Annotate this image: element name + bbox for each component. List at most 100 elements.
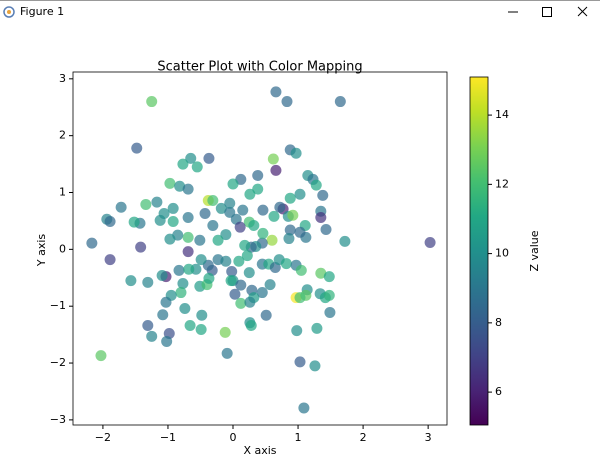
colorbar-label: Z value — [528, 230, 541, 271]
point — [264, 279, 276, 291]
point — [234, 221, 246, 233]
point — [160, 296, 172, 308]
point — [156, 270, 168, 282]
point — [173, 264, 185, 276]
point — [125, 275, 137, 287]
point — [294, 356, 306, 368]
point — [284, 224, 296, 236]
point — [146, 96, 158, 108]
x-tick-label: 2 — [360, 431, 367, 444]
point — [252, 183, 264, 195]
point — [257, 204, 269, 216]
point — [270, 86, 282, 98]
y-axis-label: Y axis — [35, 234, 48, 268]
point — [268, 210, 280, 222]
point — [315, 212, 327, 224]
point — [284, 192, 296, 204]
point — [266, 234, 278, 246]
point — [294, 226, 306, 238]
x-tick-label: −1 — [160, 431, 176, 444]
point — [182, 183, 194, 195]
point — [146, 330, 158, 342]
point — [298, 402, 310, 414]
point — [245, 320, 257, 332]
point — [179, 302, 191, 314]
point — [95, 350, 107, 362]
x-tick-label: −2 — [95, 431, 111, 444]
window-title: Figure 1 — [20, 5, 64, 18]
point — [167, 202, 179, 214]
point — [248, 219, 260, 231]
point — [287, 209, 299, 221]
point — [235, 297, 247, 309]
point — [215, 202, 227, 214]
point — [294, 188, 306, 200]
colorbar — [469, 76, 489, 426]
point — [182, 212, 194, 224]
point — [195, 324, 207, 336]
point — [182, 246, 194, 258]
point — [104, 254, 116, 266]
x-tick-label: 0 — [230, 431, 237, 444]
point — [135, 241, 147, 253]
y-tick-label: 3 — [59, 72, 66, 85]
chart-title: Scatter Plot with Color Mapping — [157, 60, 362, 75]
y-tick-label: −2 — [50, 356, 66, 369]
point — [334, 96, 346, 108]
point — [167, 215, 179, 227]
y-tick-label: −1 — [50, 299, 66, 312]
point — [225, 275, 237, 287]
point — [270, 164, 282, 176]
close-button[interactable] — [577, 6, 588, 17]
point — [142, 276, 154, 288]
point — [207, 194, 219, 206]
x-tick-label: 1 — [295, 431, 302, 444]
point — [177, 158, 189, 170]
point — [311, 322, 323, 334]
point — [203, 272, 215, 284]
point — [237, 204, 249, 216]
point — [317, 189, 329, 201]
point — [219, 326, 231, 338]
point — [290, 147, 302, 159]
point — [86, 237, 98, 249]
point — [164, 177, 176, 189]
y-tick-label: 2 — [59, 129, 66, 142]
point — [154, 214, 166, 226]
point — [203, 152, 215, 164]
point — [220, 255, 232, 267]
point — [244, 296, 256, 308]
colorbar-tick-label: 8 — [495, 316, 502, 329]
point — [177, 277, 189, 289]
point — [128, 216, 140, 228]
point — [339, 235, 351, 247]
point — [104, 215, 116, 227]
point — [151, 196, 163, 208]
colorbar-tick-label: 6 — [495, 385, 502, 398]
point — [257, 227, 269, 239]
y-tick-label: −3 — [50, 413, 66, 426]
point — [161, 335, 173, 347]
colorbar-tick-label: 10 — [495, 247, 509, 260]
title-bar — [0, 0, 600, 24]
x-tick-label: 3 — [425, 431, 432, 444]
point — [274, 201, 286, 213]
point — [224, 206, 236, 218]
point — [320, 223, 332, 235]
point — [140, 198, 152, 210]
point — [191, 161, 203, 173]
point — [221, 347, 233, 359]
point — [252, 169, 264, 181]
point — [241, 250, 253, 262]
point — [184, 320, 196, 332]
point — [256, 287, 268, 299]
maximize-button[interactable] — [542, 7, 552, 17]
point — [175, 287, 187, 299]
point — [131, 142, 143, 154]
point — [196, 309, 208, 321]
point — [194, 234, 206, 246]
point — [226, 266, 238, 278]
point — [182, 231, 194, 243]
